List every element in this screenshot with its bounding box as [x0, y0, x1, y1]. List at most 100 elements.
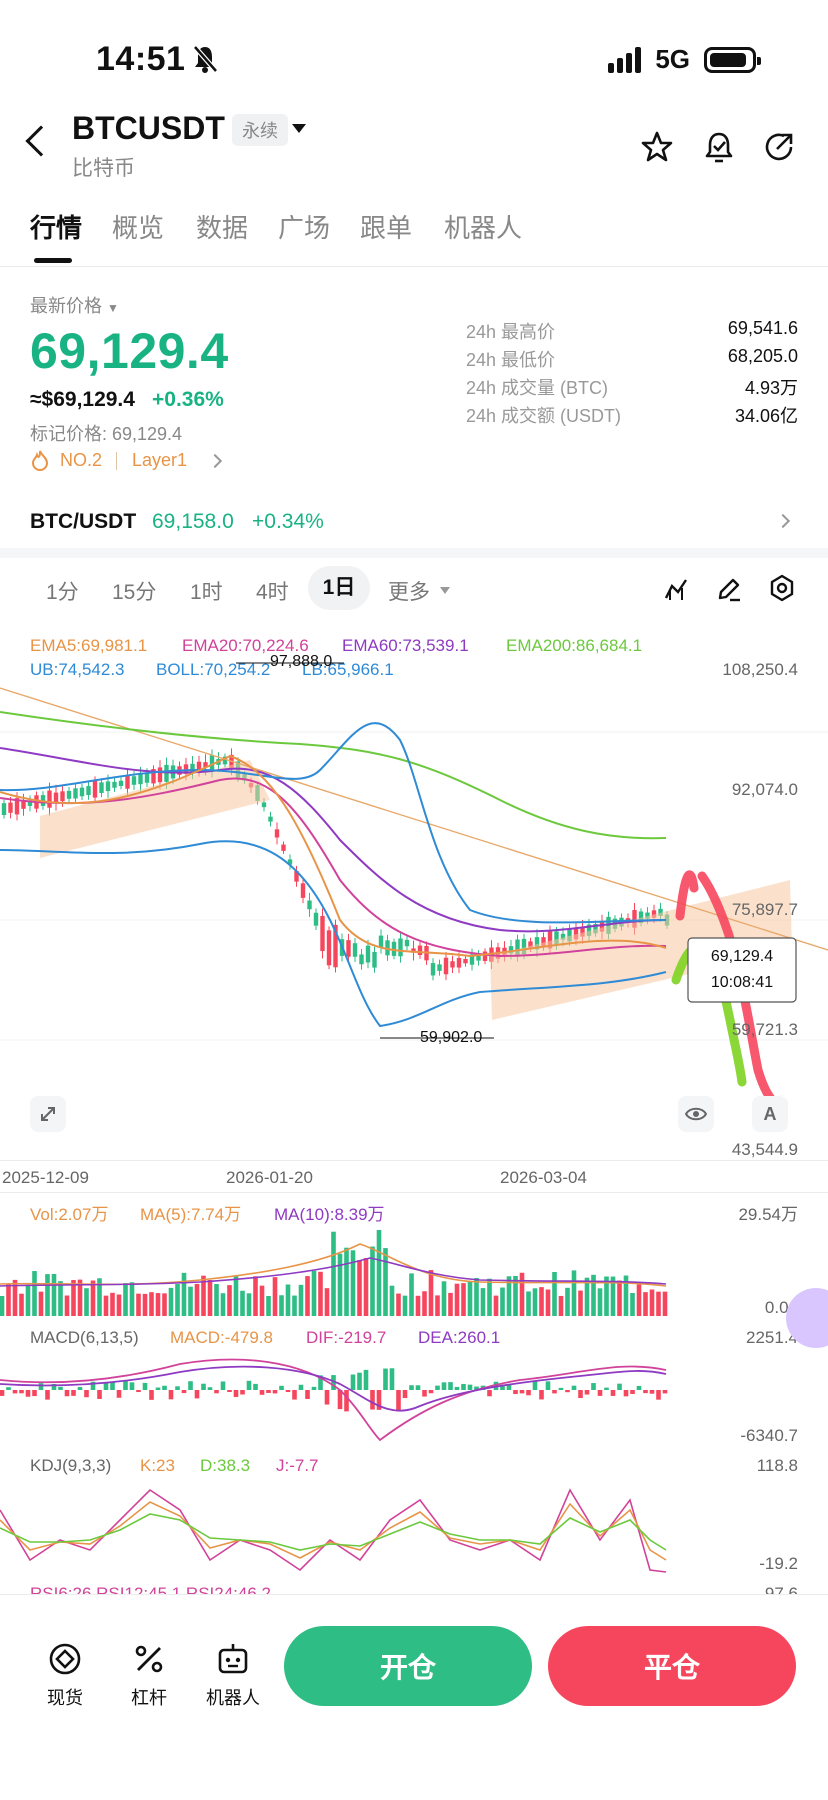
macd-bar: [162, 1385, 167, 1390]
tab-bots[interactable]: 机器人: [444, 213, 523, 243]
interval-1h[interactable]: 1时: [190, 581, 223, 604]
macd-bar: [227, 1390, 232, 1393]
volume-bar: [532, 1288, 538, 1316]
nav-spot[interactable]: 现货: [30, 1640, 100, 1710]
candle: [8, 802, 13, 813]
candle: [294, 870, 299, 882]
macd-axis-label: 2251.4: [746, 1328, 798, 1347]
interval-1m[interactable]: 1分: [46, 581, 79, 604]
tab-square[interactable]: 广场: [278, 213, 331, 243]
volume-bar: [32, 1271, 37, 1316]
candle: [300, 883, 306, 898]
volume-bar: [97, 1278, 102, 1316]
stat-label-turnover: 24h 成交额 (USDT): [466, 406, 622, 426]
interval-4h[interactable]: 4时: [256, 581, 289, 604]
macd-bar: [526, 1390, 531, 1396]
stat-label-volume: 24h 成交量 (BTC): [466, 378, 609, 398]
volume-bar: [129, 1282, 135, 1316]
volume-bar: [552, 1272, 557, 1316]
nav-bot[interactable]: 机器人: [198, 1640, 268, 1710]
volume-bar: [467, 1281, 473, 1316]
candle: [60, 791, 65, 802]
tab-market[interactable]: 行情: [30, 213, 83, 243]
indicator-icon[interactable]: [664, 576, 690, 602]
volume-bar: [636, 1284, 642, 1316]
volume-bar: [207, 1280, 213, 1316]
candle: [99, 782, 104, 793]
fire-icon: [31, 450, 49, 471]
volume-bar: [584, 1277, 590, 1316]
interval-15m[interactable]: 15分: [112, 581, 157, 604]
macd-bar: [597, 1390, 603, 1396]
open-position-button[interactable]: 开仓: [284, 1626, 532, 1706]
tab-copy-trading[interactable]: 跟单: [360, 213, 413, 243]
volume-bar: [123, 1283, 128, 1316]
candle: [645, 912, 650, 919]
price-alert-icon[interactable]: [702, 130, 736, 164]
tab-underline: [34, 258, 72, 263]
fullscreen-button[interactable]: [30, 1096, 66, 1132]
volume-bar: [500, 1287, 505, 1316]
candle: [112, 781, 117, 788]
macd-bar: [116, 1390, 122, 1398]
kdj-k-label: K:23: [140, 1456, 175, 1475]
nav-leverage-label: 杠杆: [131, 1688, 167, 1708]
rank-badge[interactable]: NO.2: [60, 450, 103, 470]
chart-settings-icon[interactable]: [768, 574, 796, 602]
volume-bar: [526, 1291, 531, 1316]
close-position-button[interactable]: 平仓: [548, 1626, 796, 1706]
volume-bar: [357, 1260, 362, 1316]
tab-overview[interactable]: 概览: [112, 213, 165, 243]
rsi-label: RSI6:26 RSI12:45.1 RSI24:46.2: [30, 1584, 271, 1594]
section-gap: [0, 548, 828, 558]
draw-pen-icon[interactable]: [716, 576, 742, 602]
macd-bar: [435, 1385, 440, 1390]
vol-ma10-line: [0, 1257, 667, 1287]
star-icon[interactable]: [640, 130, 674, 164]
tab-data[interactable]: 数据: [196, 213, 249, 243]
volume-bar: [168, 1287, 174, 1316]
macd-bar: [519, 1390, 525, 1394]
visibility-button[interactable]: [678, 1096, 714, 1132]
volume-bar: [272, 1277, 278, 1316]
interval-1d[interactable]: 1日: [308, 566, 370, 610]
spot-price: 69,158.0: [152, 510, 234, 533]
volume-bar: [656, 1291, 661, 1316]
volume-bar: [311, 1270, 317, 1316]
volume-bar: [19, 1293, 24, 1316]
macd-bar: [331, 1375, 336, 1390]
auto-scale-button[interactable]: A: [752, 1096, 788, 1132]
last-price-label[interactable]: 最新价格 ▼: [30, 296, 119, 316]
interval-more[interactable]: 更多: [388, 581, 430, 604]
symbol-dropdown-icon[interactable]: [292, 124, 306, 133]
candle: [365, 945, 371, 963]
price-axis-label: 108,250.4: [722, 660, 798, 679]
volume-bar: [6, 1284, 11, 1316]
candle: [209, 755, 215, 772]
category-tag[interactable]: Layer1: [132, 450, 188, 470]
date-axis-label: 2025-12-09: [2, 1168, 89, 1187]
volume-bar: [389, 1285, 395, 1316]
chevron-right-icon[interactable]: [207, 453, 223, 469]
spot-pair: BTC/USDT: [30, 510, 137, 533]
volume-bar: [285, 1284, 291, 1316]
macd-bar: [90, 1381, 96, 1390]
volume-bar: [220, 1293, 226, 1316]
candlestick-chart[interactable]: 97,888.0 59,902.0 69,129.4 10:08:41: [0, 620, 828, 1160]
back-icon[interactable]: [25, 125, 57, 157]
assistant-bubble[interactable]: [786, 1288, 828, 1348]
candle: [138, 774, 143, 785]
volume-bar: [571, 1270, 577, 1316]
nav-leverage[interactable]: 杠杆: [114, 1640, 184, 1710]
macd-bar: [441, 1382, 447, 1390]
share-icon[interactable]: [762, 130, 796, 164]
candle: [268, 816, 273, 822]
vol-axis-label: 29.54万: [738, 1205, 798, 1224]
volume-bar: [493, 1295, 499, 1316]
candle: [560, 933, 566, 940]
macd-bar: [461, 1383, 466, 1390]
candle: [398, 938, 403, 957]
symbol-title[interactable]: BTCUSDT: [72, 110, 225, 146]
volume-bar: [448, 1292, 453, 1316]
stat-value-low: 68,205.0: [727, 346, 798, 366]
